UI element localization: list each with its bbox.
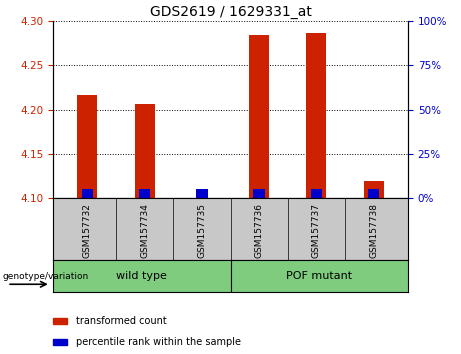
Title: GDS2619 / 1629331_at: GDS2619 / 1629331_at	[149, 5, 312, 19]
Text: GSM157738: GSM157738	[369, 203, 378, 258]
Bar	[82, 189, 93, 198]
Bar	[368, 189, 379, 198]
Bar	[139, 189, 150, 198]
Bar	[254, 189, 265, 198]
Bar	[311, 189, 322, 198]
Text: genotype/variation: genotype/variation	[2, 272, 89, 281]
Bar	[307, 33, 326, 198]
Text: GSM157732: GSM157732	[83, 203, 92, 258]
Bar	[77, 95, 97, 198]
Bar	[249, 34, 269, 198]
Bar	[53, 318, 67, 324]
Text: GSM157735: GSM157735	[197, 203, 207, 258]
Text: wild type: wild type	[116, 271, 167, 281]
Text: transformed count: transformed count	[76, 315, 166, 326]
Bar	[135, 103, 154, 198]
Text: POF mutant: POF mutant	[286, 271, 352, 281]
Bar	[364, 181, 384, 198]
Text: GSM157734: GSM157734	[140, 203, 149, 258]
Text: GSM157736: GSM157736	[254, 203, 264, 258]
Text: GSM157737: GSM157737	[312, 203, 321, 258]
Bar	[196, 189, 207, 198]
Text: percentile rank within the sample: percentile rank within the sample	[76, 337, 241, 347]
Bar	[53, 339, 67, 345]
